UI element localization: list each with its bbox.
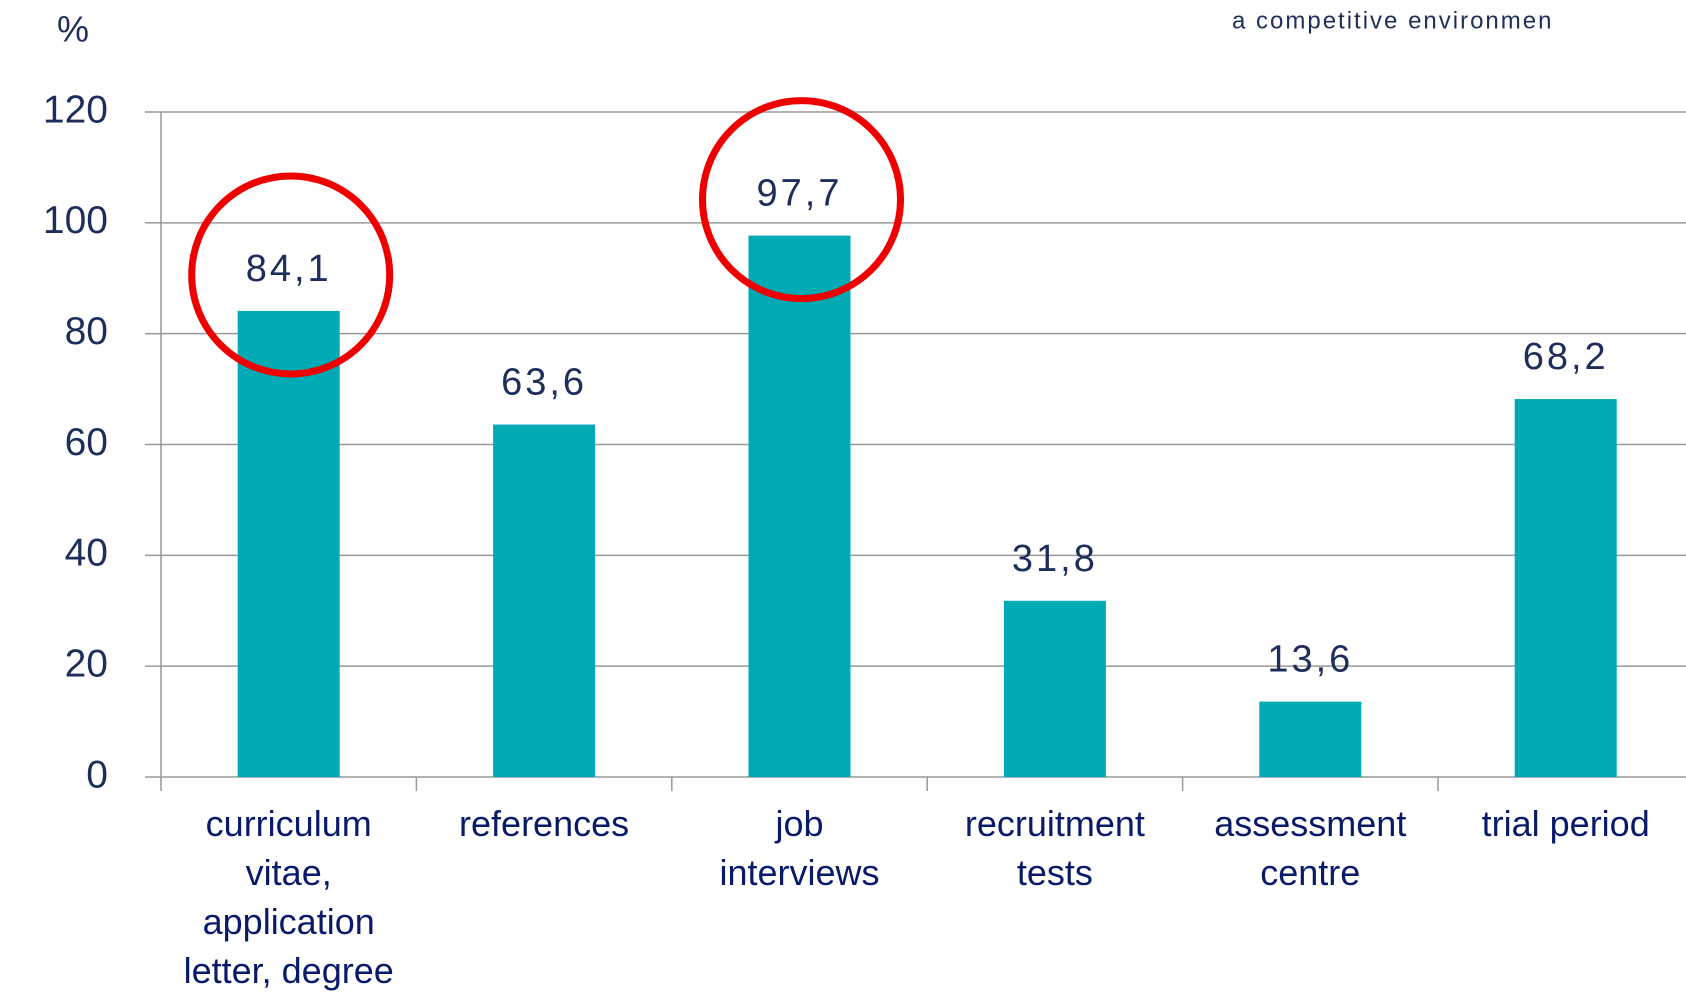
bar xyxy=(493,424,596,777)
x-tick-label: job interviews xyxy=(719,803,880,893)
y-tick-label: 40 xyxy=(65,532,108,575)
highlight-circle xyxy=(699,97,904,303)
y-axis-label: % xyxy=(57,9,89,50)
value-label: 63,6 xyxy=(501,362,587,404)
y-tick-label: 80 xyxy=(65,310,108,353)
y-tick-label: 20 xyxy=(65,642,108,685)
x-tick-label: trial period xyxy=(1481,803,1650,844)
subtitle: a competitive environmen xyxy=(1232,7,1553,34)
x-tick-label: assessment centre xyxy=(1214,803,1407,893)
y-tick-label: 60 xyxy=(65,421,108,464)
bar xyxy=(748,235,851,777)
x-tick-label-box: trial period xyxy=(1481,803,1650,844)
value-label: 13,6 xyxy=(1267,639,1353,681)
x-tick-label: references xyxy=(459,803,630,844)
y-tick-label: 100 xyxy=(43,199,108,242)
x-tick-label-box: recruitment tests xyxy=(964,803,1145,893)
y-tick-label: 0 xyxy=(86,753,108,796)
bar xyxy=(1259,701,1362,777)
x-tick-label-box: curriculum vitae, application letter, de… xyxy=(183,803,394,991)
value-label: 84,1 xyxy=(246,248,332,290)
value-label: 97,7 xyxy=(757,173,843,215)
x-tick-label: recruitment tests xyxy=(964,803,1145,893)
x-tick-label-box: references xyxy=(459,803,630,844)
bar xyxy=(1003,600,1106,777)
bar xyxy=(237,310,340,777)
x-tick-label-box: assessment centre xyxy=(1214,803,1407,893)
value-label: 31,8 xyxy=(1012,538,1098,580)
highlight-circle xyxy=(188,172,394,378)
y-tick-label: 120 xyxy=(43,88,108,131)
value-label: 68,2 xyxy=(1523,336,1609,378)
x-tick-label: curriculum vitae, application letter, de… xyxy=(183,803,394,991)
x-tick-label-box: job interviews xyxy=(719,803,880,893)
bar xyxy=(1514,399,1617,777)
